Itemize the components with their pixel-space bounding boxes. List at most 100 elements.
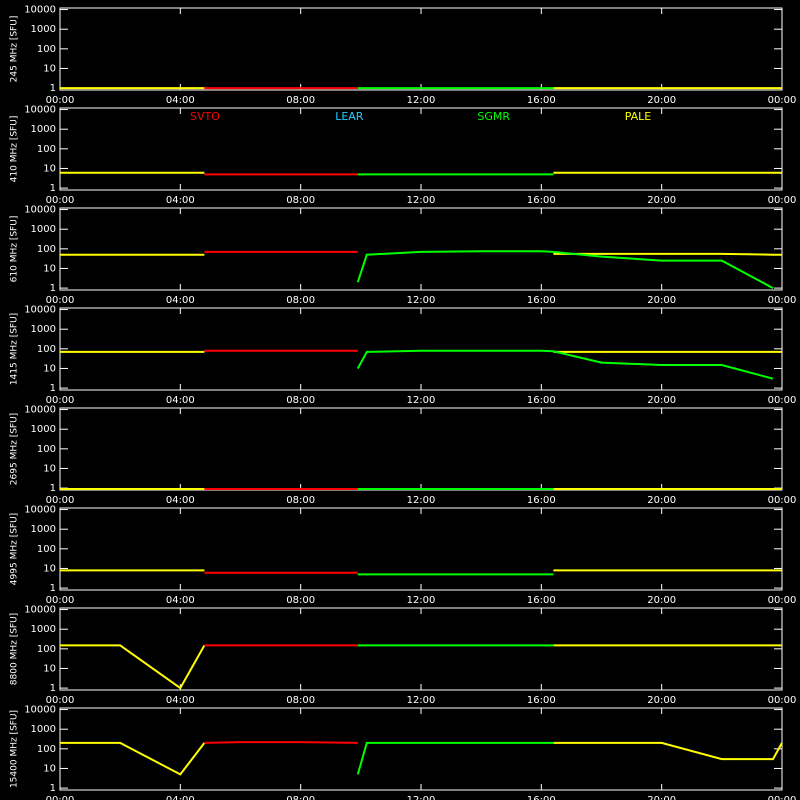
series-line bbox=[60, 644, 782, 690]
y-tick-label: 1 bbox=[50, 183, 56, 194]
series-line bbox=[60, 252, 782, 256]
x-tick-label: 00:00 bbox=[768, 295, 797, 306]
panel: 8800 MHz [SFU] 1 10 100 1000 10000 00:00 04:00 0… bbox=[10, 605, 797, 706]
x-tick-label: 20:00 bbox=[647, 195, 676, 206]
x-tick-label: 08:00 bbox=[286, 495, 315, 506]
x-tick-label: 12:00 bbox=[407, 795, 436, 800]
y-tick-label: 10 bbox=[43, 663, 56, 674]
x-tick-label: 16:00 bbox=[527, 95, 556, 106]
y-tick-label: 1 bbox=[50, 83, 56, 94]
x-tick-label: 04:00 bbox=[166, 95, 195, 106]
panel: 1415 MHz [SFU] 1 10 100 1000 10000 00:00 04:00 0… bbox=[10, 305, 797, 406]
y-tick-label: 10 bbox=[43, 563, 56, 574]
y-tick-label: 10000 bbox=[24, 705, 56, 716]
x-tick-label: 20:00 bbox=[647, 95, 676, 106]
y-tick-label: 100 bbox=[37, 744, 56, 755]
y-tick-label: 1000 bbox=[31, 424, 56, 435]
y-axis-label: 410 MHz [SFU] bbox=[10, 116, 20, 183]
x-tick-label: 12:00 bbox=[407, 495, 436, 506]
panel: 610 MHz [SFU] 1 10 100 1000 10000 00:00 04:00 08… bbox=[10, 205, 797, 306]
panel: 245 MHz [SFU] 1 10 100 1000 10000 00:00 04:00 08… bbox=[10, 5, 797, 106]
plot-frame bbox=[59, 307, 783, 391]
y-axis-label: 15400 MHz [SFU] bbox=[10, 710, 20, 788]
x-tick-label: 08:00 bbox=[286, 795, 315, 800]
x-tick-label: 20:00 bbox=[647, 695, 676, 706]
legend-entry: LEAR bbox=[335, 110, 364, 123]
x-tick-label: 16:00 bbox=[527, 495, 556, 506]
x-tick-label: 04:00 bbox=[166, 395, 195, 406]
panel: 15400 MHz [SFU] 1 10 100 1000 10000 00:00 04:00… bbox=[10, 705, 797, 800]
series-line bbox=[60, 741, 783, 776]
x-tick-label: 12:00 bbox=[407, 95, 436, 106]
y-tick-label: 1 bbox=[50, 683, 56, 694]
plot-frame bbox=[59, 607, 783, 691]
x-tick-label: 00:00 bbox=[768, 595, 797, 606]
x-tick-label: 12:00 bbox=[407, 195, 436, 206]
y-tick-label: 100 bbox=[37, 144, 56, 155]
x-tick-label: 08:00 bbox=[286, 195, 315, 206]
panel: 2695 MHz [SFU] 1 10 100 1000 10000 00:00 04:00 0… bbox=[10, 405, 797, 506]
x-tick-label: 04:00 bbox=[166, 695, 195, 706]
x-tick-label: 04:00 bbox=[166, 795, 195, 800]
y-tick-label: 1 bbox=[50, 283, 56, 294]
y-tick-label: 100 bbox=[37, 444, 56, 455]
plot-frame bbox=[59, 407, 783, 491]
plot-frame bbox=[59, 7, 783, 91]
x-tick-label: 12:00 bbox=[407, 295, 436, 306]
y-axis-label: 8800 MHz [SFU] bbox=[10, 613, 20, 685]
series-line bbox=[356, 349, 774, 380]
y-tick-label: 1 bbox=[50, 783, 56, 794]
x-tick-label: 04:00 bbox=[166, 495, 195, 506]
x-tick-label: 00:00 bbox=[46, 495, 75, 506]
x-tick-label: 16:00 bbox=[527, 795, 556, 800]
y-tick-label: 10 bbox=[43, 763, 56, 774]
x-tick-label: 16:00 bbox=[527, 195, 556, 206]
y-tick-label: 100 bbox=[37, 544, 56, 555]
y-tick-label: 10 bbox=[43, 463, 56, 474]
x-tick-label: 00:00 bbox=[768, 695, 797, 706]
y-tick-label: 1000 bbox=[31, 24, 56, 35]
y-axis-label: 2695 MHz [SFU] bbox=[10, 413, 20, 485]
plot-frame bbox=[59, 207, 783, 291]
x-tick-label: 04:00 bbox=[166, 295, 195, 306]
x-tick-label: 00:00 bbox=[46, 295, 75, 306]
series-line bbox=[356, 250, 774, 289]
panel: 4995 MHz [SFU] 1 10 100 1000 10000 00:00 04:00 0… bbox=[10, 505, 797, 606]
x-tick-label: 00:00 bbox=[46, 195, 75, 206]
x-tick-label: 00:00 bbox=[768, 495, 797, 506]
y-tick-label: 10000 bbox=[24, 305, 56, 316]
x-tick-label: 20:00 bbox=[647, 495, 676, 506]
y-tick-label: 10 bbox=[43, 63, 56, 74]
x-tick-label: 12:00 bbox=[407, 395, 436, 406]
x-tick-label: 00:00 bbox=[46, 95, 75, 106]
panel: 410 MHz [SFU] 1 10 100 1000 10000 00:00 04:00 08… bbox=[10, 105, 797, 206]
x-tick-label: 04:00 bbox=[166, 595, 195, 606]
y-axis-label: 245 MHz [SFU] bbox=[10, 16, 20, 83]
y-tick-label: 10000 bbox=[24, 5, 56, 16]
plot-frame bbox=[59, 707, 783, 791]
x-tick-label: 00:00 bbox=[768, 395, 797, 406]
y-axis-label: 4995 MHz [SFU] bbox=[10, 513, 20, 585]
x-tick-label: 12:00 bbox=[407, 595, 436, 606]
x-tick-label: 16:00 bbox=[527, 595, 556, 606]
legend-entry: PALE bbox=[625, 110, 652, 123]
x-tick-label: 20:00 bbox=[647, 295, 676, 306]
y-tick-label: 100 bbox=[37, 44, 56, 55]
y-tick-label: 1 bbox=[50, 583, 56, 594]
x-tick-label: 20:00 bbox=[647, 595, 676, 606]
y-tick-label: 10 bbox=[43, 263, 56, 274]
y-tick-label: 10 bbox=[43, 363, 56, 374]
series-line bbox=[356, 741, 554, 775]
y-tick-label: 1 bbox=[50, 483, 56, 494]
y-tick-label: 100 bbox=[37, 644, 56, 655]
x-tick-label: 00:00 bbox=[46, 595, 75, 606]
legend-entry: SGMR bbox=[477, 110, 510, 123]
y-tick-label: 10000 bbox=[24, 205, 56, 216]
x-tick-label: 00:00 bbox=[768, 95, 797, 106]
x-tick-label: 16:00 bbox=[527, 295, 556, 306]
y-axis-label: 610 MHz [SFU] bbox=[10, 216, 20, 283]
x-tick-label: 04:00 bbox=[166, 195, 195, 206]
x-tick-label: 08:00 bbox=[286, 695, 315, 706]
y-tick-label: 100 bbox=[37, 244, 56, 255]
plot-frame bbox=[59, 507, 783, 591]
